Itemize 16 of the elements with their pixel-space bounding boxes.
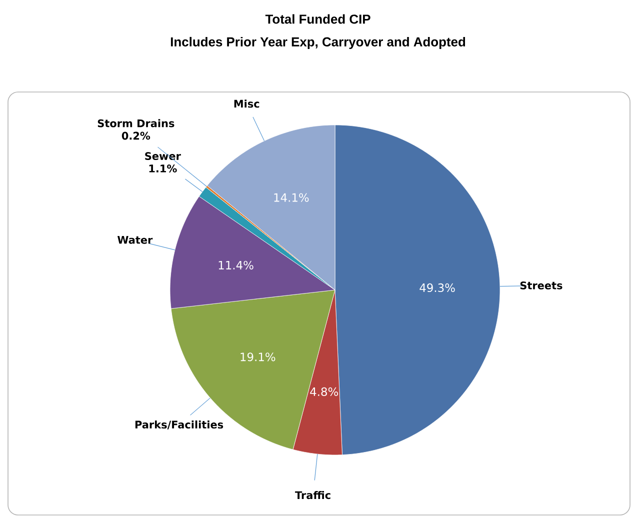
slice-label: Sewer	[145, 152, 181, 160]
slice-label: Traffic	[295, 491, 330, 500]
chart-subtitle: Includes Prior Year Exp, Carryover and Adopted	[170, 36, 466, 50]
slice-label: Storm Drains	[98, 119, 174, 128]
slice-label: Misc	[234, 100, 260, 108]
data-label: 14.1%	[274, 193, 309, 202]
chart-title: Total Funded CIP	[265, 14, 370, 24]
slice-label: Water	[117, 236, 153, 244]
data-label: 4.8%	[310, 387, 338, 396]
data-label: 11.4%	[218, 260, 254, 270]
data-label: 0.2%	[122, 132, 150, 140]
slice-label: Streets	[520, 281, 562, 290]
slice-label: Parks/Facilities	[135, 420, 224, 430]
data-label: 19.1%	[240, 352, 276, 362]
data-label: 49.3%	[420, 283, 455, 292]
data-label: 1.1%	[149, 164, 177, 172]
